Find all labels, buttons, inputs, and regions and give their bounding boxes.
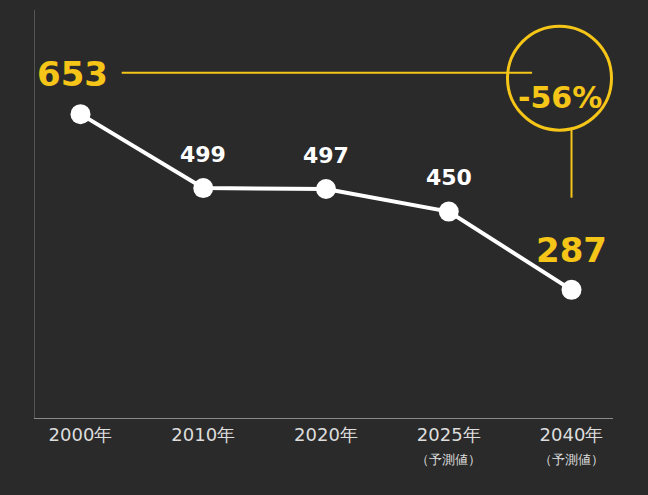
svg-text:2020年: 2020年 <box>294 424 358 445</box>
svg-text:499: 499 <box>180 142 226 167</box>
svg-text:2000年: 2000年 <box>49 424 113 445</box>
svg-text:2010年: 2010年 <box>171 424 235 445</box>
svg-text:497: 497 <box>303 143 349 168</box>
svg-text:653: 653 <box>37 54 108 94</box>
svg-text:287: 287 <box>536 230 607 270</box>
svg-text:2040年（予測値）: 2040年（予測値） <box>539 424 604 467</box>
svg-text:-56%: -56% <box>518 80 602 115</box>
svg-text:450: 450 <box>426 165 472 190</box>
svg-text:2025年（予測値）: 2025年（予測値） <box>416 424 481 467</box>
